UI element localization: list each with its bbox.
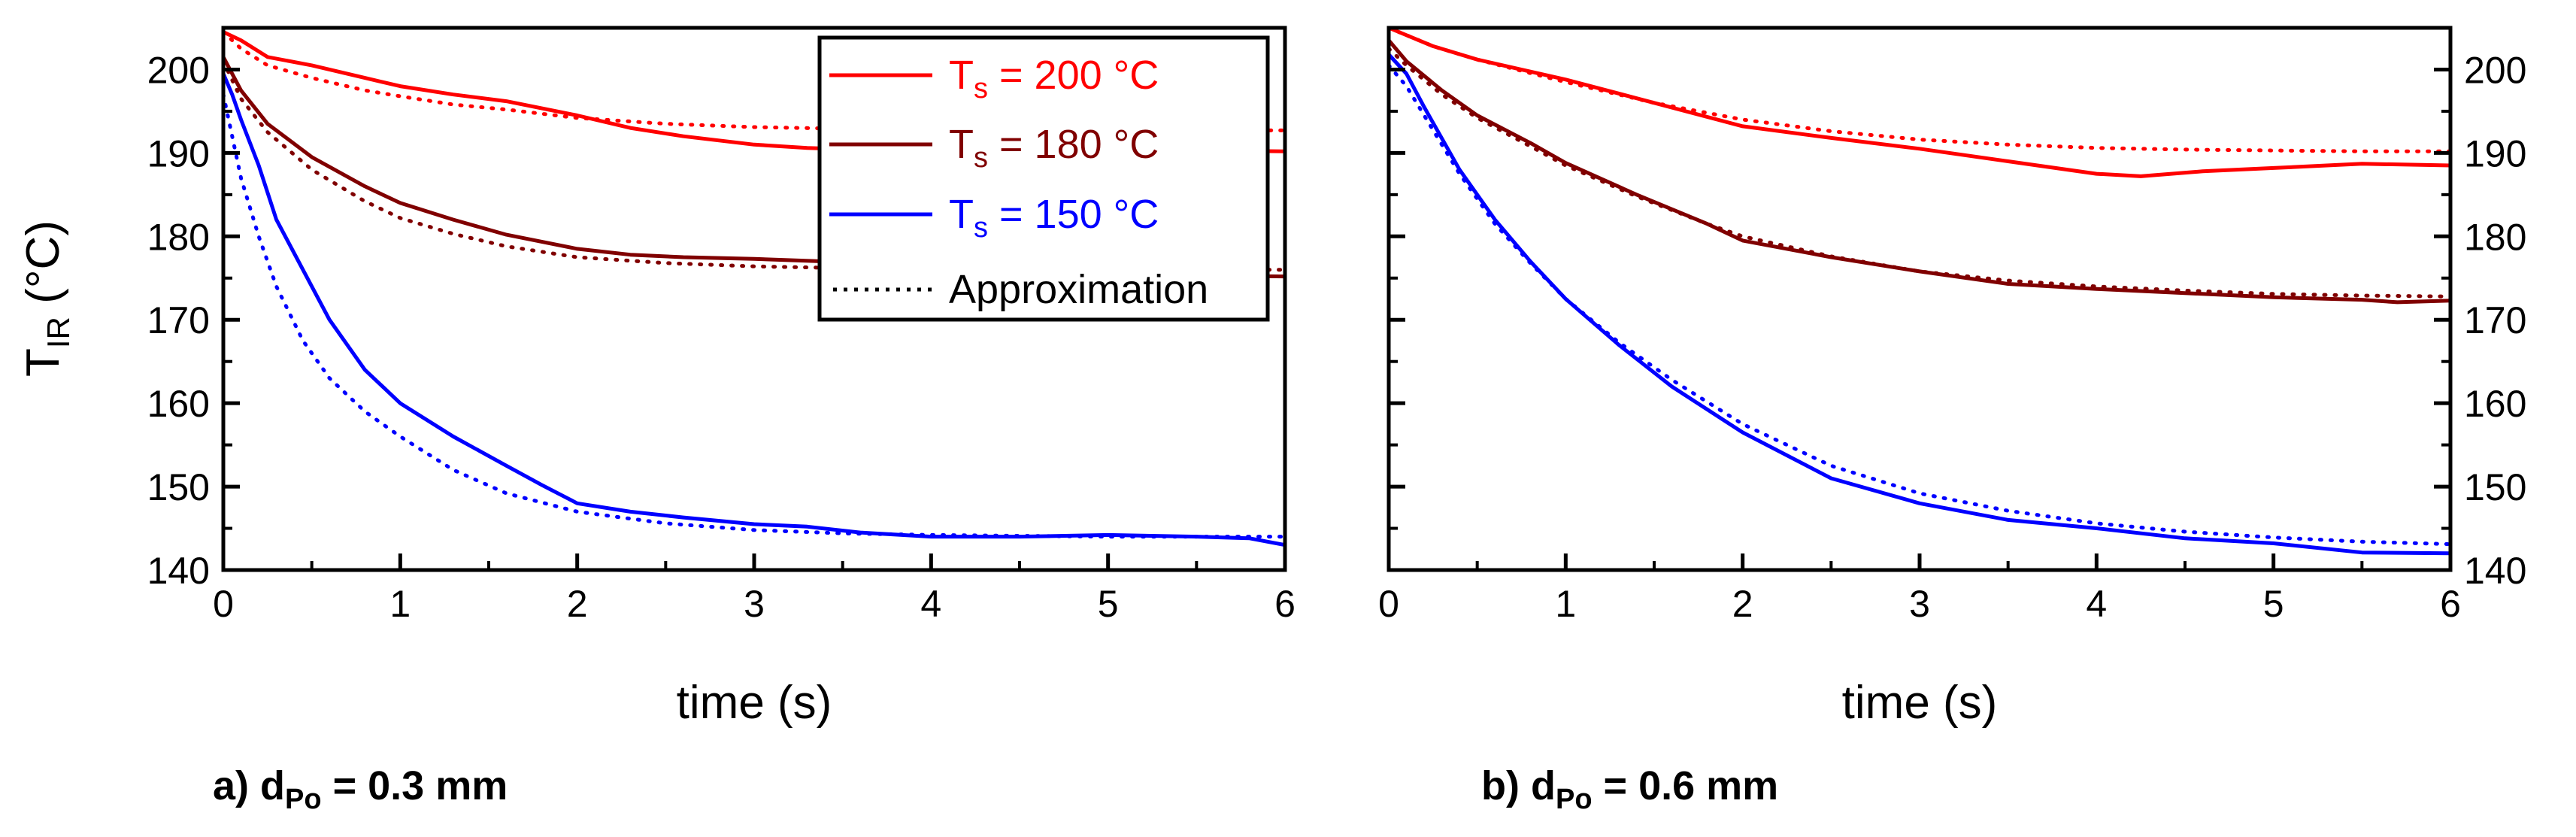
legend-label-200-rest: = 200 °C — [988, 53, 1159, 98]
panel-a-series-5-approximation — [221, 92, 1287, 539]
ylabel-rest: (°C) — [17, 220, 69, 317]
legend-box — [817, 35, 1270, 322]
ylabel-main: T — [17, 348, 69, 377]
legend-label-180-rest: = 180 °C — [988, 122, 1159, 167]
panel-b-xtick-label: 6 — [2440, 583, 2461, 625]
panel-b-caption-suffix: = 0.6 mm — [1593, 763, 1779, 808]
legend-label-150-rest: = 150 °C — [988, 192, 1159, 237]
panel-b-caption-sub: Po — [1556, 784, 1593, 815]
panel-b-caption: b) dPo = 0.6 mm — [1481, 763, 1778, 815]
panel-b-series-3-approximation — [1386, 47, 2453, 299]
legend-label-150: Ts = 150 °C — [949, 192, 1159, 244]
panel-b-ytick-label: 160 — [2464, 383, 2526, 425]
panel-b-xlabel: time (s) — [1842, 677, 1998, 729]
panel-b-xtick-label: 3 — [1909, 583, 1930, 625]
panel-b-caption-prefix: b) d — [1481, 763, 1556, 808]
panel-b-series-2-measured — [1386, 38, 2453, 305]
panel-a-xtick-label: 2 — [567, 583, 588, 625]
legend-label-200: Ts = 200 °C — [949, 53, 1159, 105]
panel-a-ytick-label: 170 — [147, 299, 210, 341]
panel-a-xlabel: time (s) — [677, 677, 832, 729]
panel-a-ytick-label: 150 — [147, 466, 210, 508]
panel-a-xtick-label: 5 — [1098, 583, 1119, 625]
panel-b-xtick-label: 2 — [1732, 583, 1753, 625]
panel-b-ytick-label: 150 — [2464, 466, 2526, 508]
panel-b-ytick-label: 170 — [2464, 299, 2526, 341]
panel-a-ytick-label: 160 — [147, 383, 210, 425]
panel-a-xtick-label: 4 — [920, 583, 941, 625]
legend-label-200-sub: s — [974, 73, 988, 105]
panel-a-ytick-label: 180 — [147, 216, 210, 258]
panel-a-xtick-label: 3 — [744, 583, 765, 625]
legend-label-180-sub: s — [974, 142, 988, 174]
legend: Ts = 200 °C Ts = 180 °C Ts = 150 °C Appr… — [817, 35, 1270, 322]
legend-entry-150: Ts = 150 °C — [829, 192, 1159, 244]
panel-a-caption-sub: Po — [285, 784, 322, 815]
panel-b-series-1-approximation — [1386, 26, 2453, 153]
panel-a-series-4-measured — [221, 71, 1287, 547]
panel-a-xtick-label: 6 — [1274, 583, 1296, 625]
panel-b-xtick-label: 4 — [2086, 583, 2107, 625]
legend-entry-200: Ts = 200 °C — [829, 53, 1159, 105]
panel-b-ytick-label: 200 — [2464, 49, 2526, 91]
legend-label-200-main: T — [949, 53, 974, 98]
panel-a-ytick-label: 190 — [147, 132, 210, 174]
panel-b-ytick-label: 180 — [2464, 216, 2526, 258]
panel-b-series-4-measured — [1386, 53, 2453, 556]
panel-a-ytick-label: 200 — [147, 49, 210, 91]
panel-b-series — [1386, 26, 2453, 556]
ylabel-sub: IR — [41, 317, 76, 348]
panel-a-ytick-label: 140 — [147, 550, 210, 592]
panel-a-caption: a) dPo = 0.3 mm — [213, 763, 508, 815]
panel-b-xtick-label: 5 — [2263, 583, 2284, 625]
panel-a-caption-prefix: a) d — [213, 763, 285, 808]
legend-entry-180: Ts = 180 °C — [829, 122, 1159, 174]
panel-b-xtick-label: 0 — [1378, 583, 1399, 625]
legend-label-150-sub: s — [974, 212, 988, 244]
panel-b-series-0-measured — [1386, 26, 2453, 178]
legend-label-180: Ts = 180 °C — [949, 122, 1159, 174]
panel-b-ytick-label: 140 — [2464, 550, 2526, 592]
panel-b-series-5-approximation — [1386, 63, 2453, 547]
legend-label-approximation: Approximation — [949, 267, 1208, 312]
panel-a-ylabel: TIR (°C) — [17, 220, 76, 377]
legend-label-150-main: T — [949, 192, 974, 237]
panel-a-xtick-label: 0 — [213, 583, 234, 625]
panel-b-ytick-label: 190 — [2464, 132, 2526, 174]
legend-label-approximation-main: Approximation — [949, 267, 1208, 312]
panel-a-caption-suffix: = 0.3 mm — [322, 763, 508, 808]
panel-b-xtick-label: 1 — [1555, 583, 1576, 625]
legend-entry-approximation: Approximation — [833, 267, 1208, 312]
panel-a-xtick-label: 1 — [389, 583, 411, 625]
legend-label-180-main: T — [949, 122, 974, 167]
panel-a-ticks: 0 1 2 3 4 5 6 140 150 160 170 180 190 200 — [147, 49, 1296, 625]
